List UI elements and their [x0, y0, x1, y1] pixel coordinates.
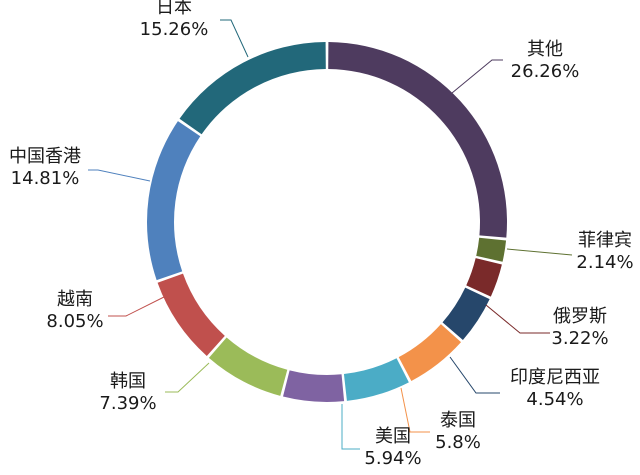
- leader-line-菲律宾: [506, 248, 573, 256]
- slice-value-泰国: 5.8%: [435, 432, 481, 453]
- slice-韩国: [208, 337, 288, 396]
- leader-lines-group: [88, 19, 573, 450]
- slices-group: [146, 42, 507, 402]
- slice-日本: [179, 42, 326, 135]
- slice-泰国: [398, 324, 462, 382]
- leader-line-韩国: [165, 362, 210, 393]
- leader-line-俄罗斯: [485, 304, 550, 334]
- slice-label-日本: 日本: [156, 0, 192, 18]
- slice-value-越南: 8.05%: [46, 311, 103, 332]
- leader-line-印度尼西亚: [449, 356, 500, 394]
- leader-line-其他: [451, 59, 503, 94]
- leader-line-越南: [108, 296, 165, 317]
- slice-label-其他: 其他: [527, 39, 563, 60]
- slice-印度尼西亚: [442, 287, 490, 341]
- slice-其他: [328, 42, 507, 238]
- slice-value-俄罗斯: 3.22%: [551, 328, 608, 349]
- leader-line-美国: [341, 404, 360, 450]
- slice-菲律宾: [476, 237, 507, 262]
- slice-value-印度尼西亚: 4.54%: [526, 389, 583, 410]
- slice-value-日本: 15.26%: [140, 19, 209, 40]
- leader-line-日本: [220, 19, 249, 58]
- slice-value-其他: 26.26%: [511, 61, 580, 82]
- leader-line-泰国: [400, 387, 430, 433]
- slice-label-越南: 越南: [57, 289, 93, 310]
- slice-value-中国香港: 14.81%: [11, 168, 80, 189]
- slice-value-菲律宾: 2.14%: [576, 252, 633, 273]
- slice-label-印度尼西亚: 印度尼西亚: [510, 367, 600, 388]
- leader-line-中国香港: [88, 169, 151, 182]
- slice-label-泰国: 泰国: [440, 410, 476, 431]
- slice-label-韩国: 韩国: [110, 371, 146, 392]
- slice-中国香港: [146, 121, 201, 281]
- slice-越南: [157, 273, 225, 356]
- slice-unlabeled-6: [283, 370, 345, 402]
- slice-俄罗斯: [466, 258, 502, 297]
- slice-美国: [343, 358, 409, 401]
- slice-value-韩国: 7.39%: [99, 393, 156, 414]
- slice-label-俄罗斯: 俄罗斯: [553, 306, 607, 327]
- slice-label-美国: 美国: [375, 426, 411, 447]
- slice-value-美国: 5.94%: [364, 448, 421, 469]
- slice-label-菲律宾: 菲律宾: [578, 230, 632, 251]
- slice-label-中国香港: 中国香港: [9, 146, 81, 167]
